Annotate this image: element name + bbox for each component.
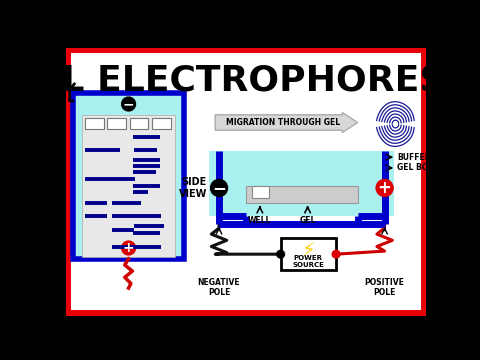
Text: MIGRATION THROUGH GEL: MIGRATION THROUGH GEL: [226, 118, 340, 127]
Text: POSITIVE
POLE: POSITIVE POLE: [365, 278, 405, 297]
Text: ⚡: ⚡: [301, 241, 315, 260]
Text: NEGATIVE
POLE: NEGATIVE POLE: [198, 278, 240, 297]
Circle shape: [121, 241, 135, 255]
Text: GEL: GEL: [300, 216, 316, 225]
Bar: [246, 186, 358, 203]
Bar: [281, 238, 336, 270]
Text: GEL BOX: GEL BOX: [397, 163, 434, 172]
Bar: [85, 118, 104, 129]
Text: BUFFER: BUFFER: [397, 153, 431, 162]
Text: +: +: [123, 241, 134, 255]
Bar: [252, 186, 269, 198]
Text: POWER
SOURCE: POWER SOURCE: [292, 255, 324, 267]
Bar: [108, 118, 126, 129]
Text: WELL: WELL: [248, 216, 272, 225]
Bar: [73, 93, 184, 259]
Circle shape: [277, 250, 285, 258]
Text: +: +: [378, 179, 392, 197]
Circle shape: [376, 180, 393, 197]
Circle shape: [121, 97, 135, 111]
Text: GEL ELECTROPHORESIS: GEL ELECTROPHORESIS: [7, 63, 480, 97]
Circle shape: [332, 250, 340, 258]
Text: SIDE
VIEW: SIDE VIEW: [180, 177, 208, 199]
Text: −: −: [123, 97, 134, 111]
Circle shape: [211, 180, 228, 197]
Bar: [82, 115, 175, 257]
Bar: [130, 118, 148, 129]
Bar: [209, 151, 394, 216]
Text: −: −: [212, 179, 226, 197]
Bar: [152, 118, 170, 129]
FancyArrow shape: [215, 112, 358, 132]
